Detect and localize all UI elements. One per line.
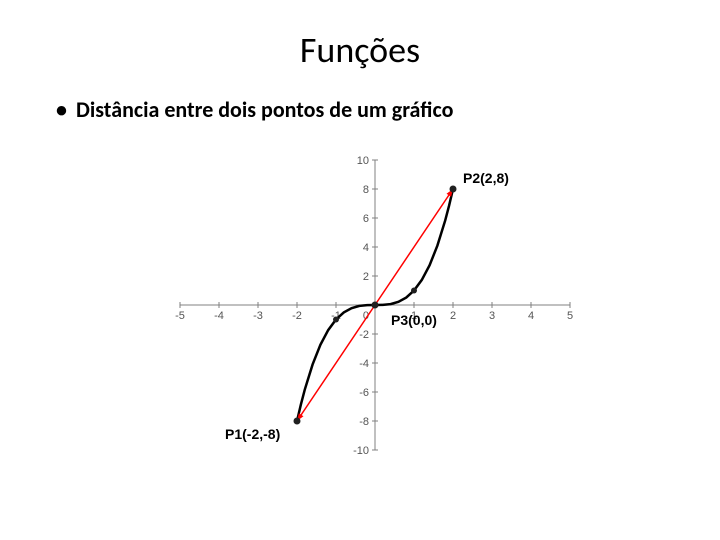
slide-title: Funções <box>40 28 680 72</box>
slide: Funções Distância entre dois pontos de u… <box>0 0 720 540</box>
x-tick-label: -4 <box>214 310 224 322</box>
y-tick-label: -4 <box>359 358 369 370</box>
curve-marker <box>411 288 417 294</box>
y-tick-label: 4 <box>363 242 369 254</box>
chart-svg: -5-4-3-2-112345-10-8-6-4-22468100P1(-2,-… <box>140 140 600 480</box>
y-tick-label: -6 <box>359 387 369 399</box>
x-tick-label: 3 <box>489 310 495 322</box>
x-tick-label: -3 <box>253 310 263 322</box>
point-marker-P2 <box>450 186 457 193</box>
x-tick-label: 4 <box>528 310 534 322</box>
y-tick-label: -2 <box>359 329 369 341</box>
slide-bullet: Distância entre dois pontos de um gráfic… <box>60 96 680 123</box>
point-label-P3: P3(0,0) <box>391 312 437 328</box>
y-tick-label: -10 <box>353 445 369 457</box>
y-tick-label: 6 <box>363 213 369 225</box>
y-tick-label: 10 <box>357 155 369 167</box>
y-tick-label: -8 <box>359 416 369 428</box>
x-tick-label: 2 <box>450 310 456 322</box>
point-marker-P3 <box>372 302 379 309</box>
point-label-P2: P2(2,8) <box>463 170 509 186</box>
x-tick-label: -5 <box>175 310 185 322</box>
y-tick-label: 2 <box>363 271 369 283</box>
curve-marker <box>333 317 339 323</box>
x-tick-label: 5 <box>567 310 573 322</box>
point-label-P1: P1(-2,-8) <box>225 426 280 442</box>
x-tick-label: -2 <box>292 310 302 322</box>
chart-area: -5-4-3-2-112345-10-8-6-4-22468100P1(-2,-… <box>140 140 600 480</box>
y-tick-label: 8 <box>363 184 369 196</box>
point-marker-P1 <box>294 418 301 425</box>
